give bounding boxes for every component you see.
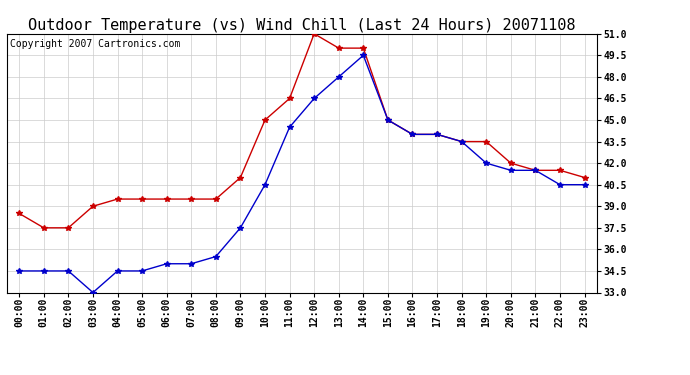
Title: Outdoor Temperature (vs) Wind Chill (Last 24 Hours) 20071108: Outdoor Temperature (vs) Wind Chill (Las… — [28, 18, 575, 33]
Text: Copyright 2007 Cartronics.com: Copyright 2007 Cartronics.com — [10, 39, 180, 49]
